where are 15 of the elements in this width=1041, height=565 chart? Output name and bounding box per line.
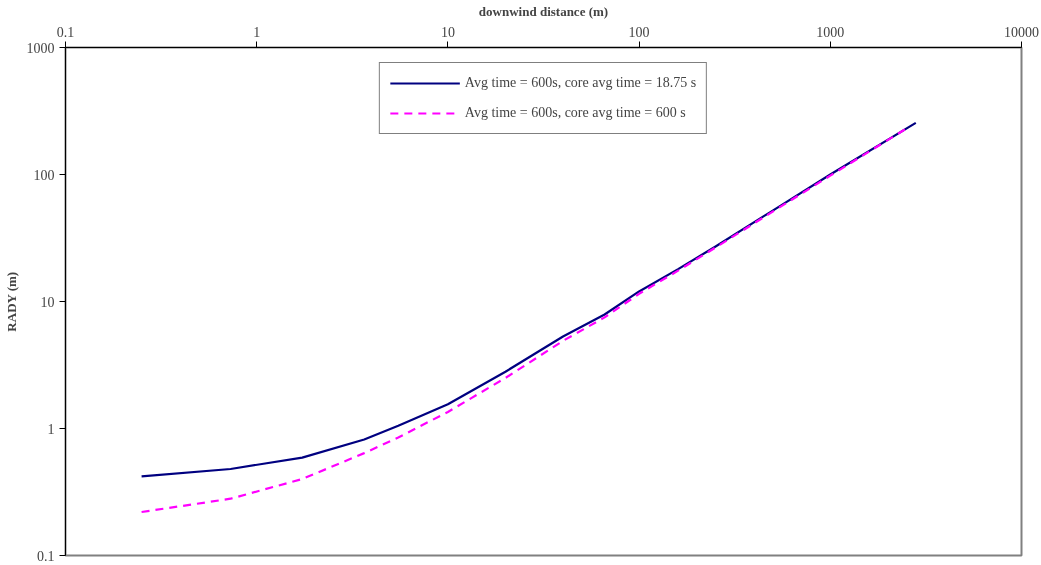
y-axis-title: RADY (m) [3, 271, 19, 332]
x-axis-title: downwind distance (m) [478, 3, 609, 19]
y-tick-label: 100 [33, 167, 55, 183]
x-tick-label: 10000 [1004, 24, 1039, 40]
y-tick-label: 1000 [26, 40, 55, 56]
legend-label: Avg time = 600s, core avg time = 18.75 s [464, 75, 697, 91]
x-tick-label: 1000 [816, 24, 845, 40]
y-tick-label: 1 [47, 421, 55, 437]
x-tick-label: 100 [628, 24, 650, 40]
x-tick-label: 1 [253, 24, 261, 40]
y-tick-label: 10 [40, 294, 55, 310]
y-tick-label: 0.1 [37, 548, 55, 564]
legend-label: Avg time = 600s, core avg time = 600 s [464, 105, 686, 121]
x-tick-label: 10 [440, 24, 455, 40]
x-tick-label: 0.1 [56, 24, 75, 40]
